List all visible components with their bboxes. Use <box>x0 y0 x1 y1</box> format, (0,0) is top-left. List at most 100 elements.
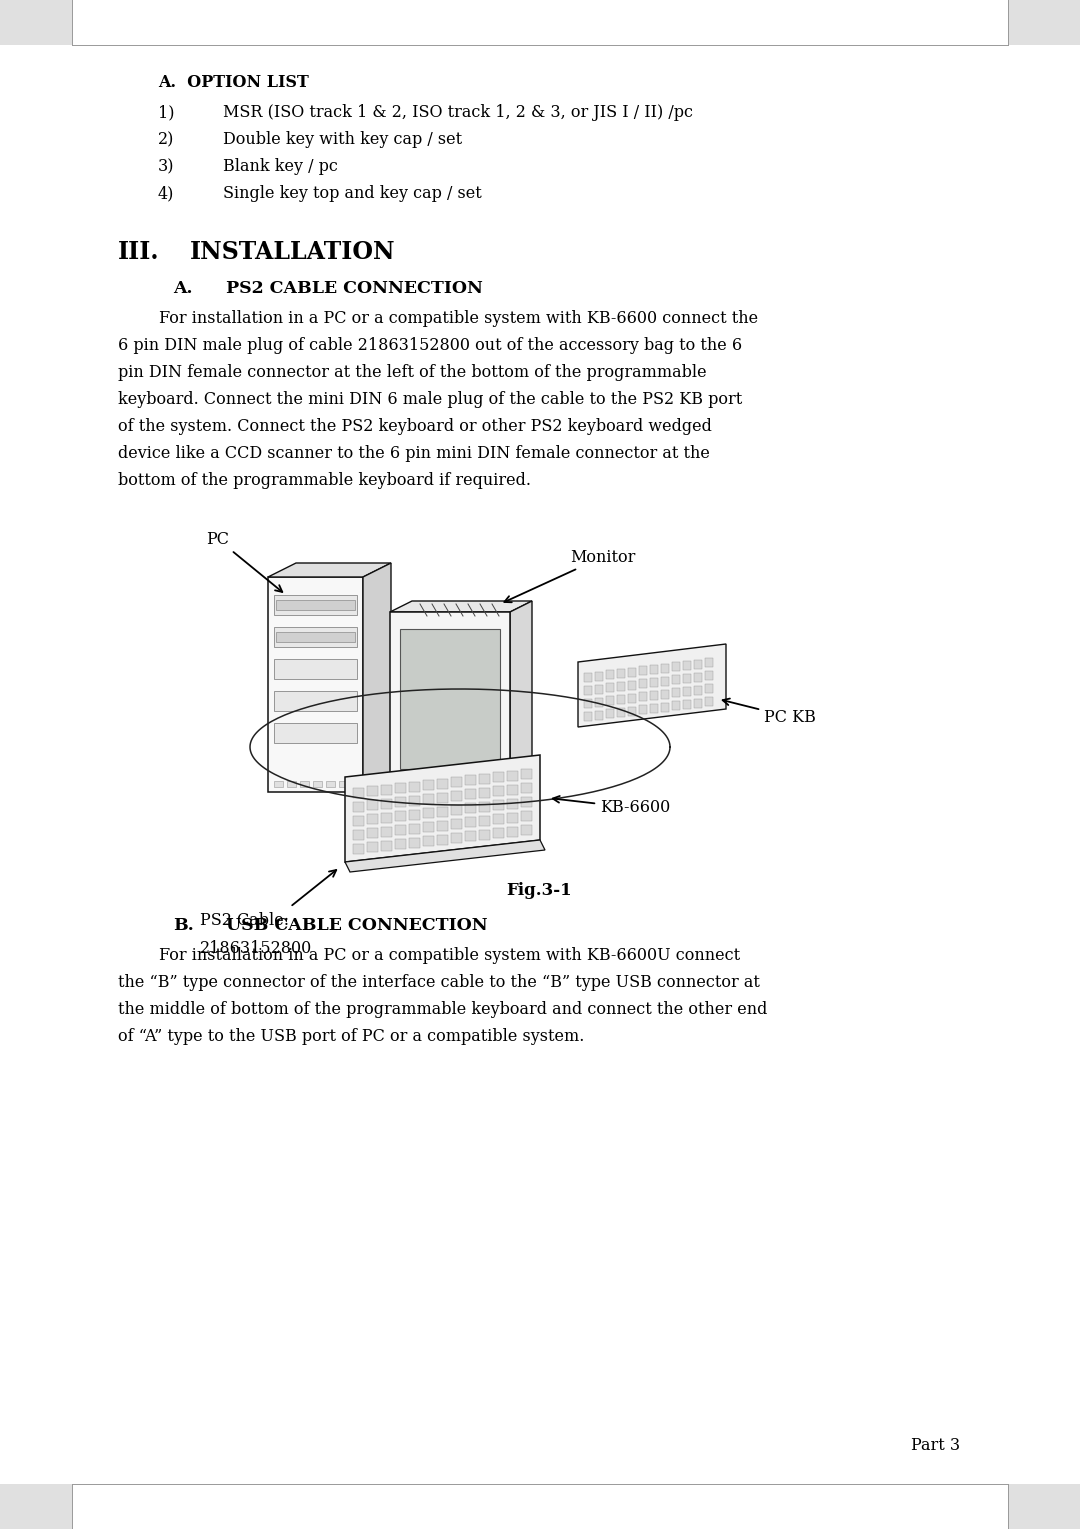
Text: PS2 Cable:: PS2 Cable: <box>200 911 289 930</box>
Bar <box>639 667 647 676</box>
Bar <box>694 699 702 708</box>
Bar <box>627 668 636 677</box>
Polygon shape <box>345 755 540 862</box>
Bar <box>276 631 355 642</box>
Bar <box>507 771 518 781</box>
Bar <box>661 690 669 699</box>
Text: INSTALLATION: INSTALLATION <box>190 240 395 265</box>
Text: KB-6600: KB-6600 <box>553 797 671 816</box>
Text: Monitor: Monitor <box>504 549 635 602</box>
Bar <box>437 806 448 816</box>
Bar <box>423 823 434 832</box>
Bar <box>617 670 625 677</box>
Bar <box>465 818 476 827</box>
Text: Part 3: Part 3 <box>910 1437 960 1454</box>
Bar <box>353 830 364 839</box>
Bar <box>492 815 504 824</box>
Bar <box>339 781 348 787</box>
Bar <box>440 784 462 807</box>
Bar <box>381 798 392 809</box>
Text: For installation in a PC or a compatible system with KB-6600 connect the: For installation in a PC or a compatible… <box>118 310 758 327</box>
Bar <box>409 781 420 792</box>
Bar <box>268 576 363 792</box>
Bar <box>437 792 448 803</box>
Bar <box>395 783 406 794</box>
Text: Blank key / pc: Blank key / pc <box>222 157 338 174</box>
Bar <box>423 809 434 818</box>
Bar <box>521 797 532 807</box>
Bar <box>627 706 636 716</box>
Bar <box>672 662 680 671</box>
Bar <box>507 798 518 809</box>
Text: Double key with key cap / set: Double key with key cap / set <box>222 131 462 148</box>
Bar <box>409 824 420 833</box>
Bar <box>451 777 462 787</box>
Text: For installation in a PC or a compatible system with KB-6600U connect: For installation in a PC or a compatible… <box>118 946 740 963</box>
Bar <box>705 671 713 680</box>
Bar <box>353 816 364 826</box>
Bar <box>480 816 490 826</box>
Text: Fig.3-1: Fig.3-1 <box>507 882 571 899</box>
Bar <box>639 693 647 702</box>
Bar <box>584 699 592 708</box>
Bar <box>521 783 532 794</box>
Bar <box>381 784 392 795</box>
Bar <box>451 804 462 815</box>
Bar <box>595 711 603 720</box>
Bar <box>313 781 322 787</box>
Bar <box>521 769 532 780</box>
Bar <box>507 784 518 795</box>
Bar <box>326 781 335 787</box>
Bar <box>274 781 283 787</box>
Bar <box>353 787 364 798</box>
Bar <box>606 683 615 693</box>
Bar <box>507 812 518 823</box>
Bar <box>639 679 647 688</box>
Polygon shape <box>578 644 726 726</box>
Bar <box>395 839 406 849</box>
Bar <box>423 794 434 804</box>
Bar <box>661 703 669 711</box>
Bar <box>650 665 658 674</box>
Text: USB CABLE CONNECTION: USB CABLE CONNECTION <box>226 917 488 934</box>
Bar <box>367 829 378 838</box>
Bar <box>353 803 364 812</box>
Bar <box>422 804 480 813</box>
Bar <box>274 691 357 711</box>
Text: Single key top and key cap / set: Single key top and key cap / set <box>222 185 482 202</box>
Bar <box>606 670 615 679</box>
Text: device like a CCD scanner to the 6 pin mini DIN female connector at the: device like a CCD scanner to the 6 pin m… <box>118 445 710 462</box>
Text: 6 pin DIN male plug of cable 21863152800 out of the accessory bag to the 6: 6 pin DIN male plug of cable 21863152800… <box>118 336 742 355</box>
Bar <box>694 659 702 668</box>
Bar <box>683 700 691 709</box>
Bar <box>584 687 592 696</box>
Text: keyboard. Connect the mini DIN 6 male plug of the cable to the PS2 KB port: keyboard. Connect the mini DIN 6 male pl… <box>118 391 742 408</box>
Bar <box>507 827 518 836</box>
Bar <box>521 810 532 821</box>
Bar <box>595 697 603 706</box>
Bar <box>617 696 625 703</box>
Polygon shape <box>345 839 545 872</box>
Text: 2): 2) <box>158 131 174 148</box>
Bar <box>381 827 392 836</box>
Bar <box>423 780 434 790</box>
Bar <box>390 612 510 787</box>
Bar <box>694 685 702 694</box>
Text: of “A” type to the USB port of PC or a compatible system.: of “A” type to the USB port of PC or a c… <box>118 1027 584 1044</box>
Bar <box>287 781 296 787</box>
Bar <box>395 812 406 821</box>
Bar <box>617 708 625 717</box>
Bar <box>683 661 691 670</box>
Bar <box>492 800 504 810</box>
Bar <box>683 674 691 683</box>
Bar <box>451 790 462 801</box>
Bar <box>683 687 691 696</box>
Bar <box>274 659 357 679</box>
Bar <box>367 815 378 824</box>
Bar <box>705 697 713 706</box>
Bar <box>627 680 636 690</box>
Text: PS2 CABLE CONNECTION: PS2 CABLE CONNECTION <box>226 280 483 297</box>
Text: III.: III. <box>118 240 160 265</box>
Bar <box>381 813 392 823</box>
Bar <box>423 836 434 846</box>
